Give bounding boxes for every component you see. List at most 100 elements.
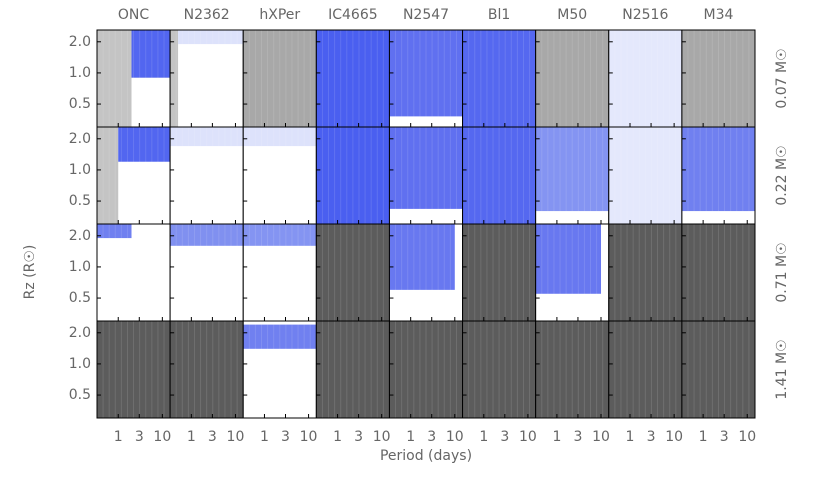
y-tick-label: 1.0 — [69, 356, 91, 372]
panel-background — [170, 30, 244, 127]
panel-fill — [131, 77, 171, 127]
panel-fill — [170, 30, 179, 127]
x-tick-label: 1 — [699, 429, 708, 445]
x-tick-label: 3 — [500, 429, 509, 445]
panel-background — [389, 321, 463, 418]
panel-fill — [170, 224, 244, 246]
y-tick-label: 1.0 — [69, 65, 91, 81]
y-tick-label: 0.5 — [69, 193, 91, 209]
x-tick-label: 3 — [354, 429, 363, 445]
panel-background — [608, 224, 682, 321]
y-tick-label: 0.5 — [69, 387, 91, 403]
x-tick-label: 1 — [626, 429, 635, 445]
panel-background — [462, 30, 536, 127]
y-axis-label: Rz (R☉) — [22, 245, 38, 300]
panel-fill — [131, 30, 171, 78]
panel-fill — [389, 224, 455, 290]
column-label: N2362 — [184, 7, 230, 23]
row-label: 0.71 M☉ — [774, 242, 790, 302]
x-tick-label: 3 — [720, 429, 729, 445]
panel-background — [535, 127, 609, 224]
panel-fill — [170, 127, 244, 147]
x-tick-label: 10 — [519, 429, 537, 445]
y-tick-label: 2.0 — [69, 34, 91, 50]
x-tick-label: 10 — [300, 429, 318, 445]
row-label: 0.07 M☉ — [774, 48, 790, 108]
panel-background — [97, 224, 171, 321]
column-label: Bl1 — [488, 7, 510, 23]
x-tick-label: 10 — [373, 429, 391, 445]
column-label: hXPer — [259, 7, 300, 23]
panel-background — [462, 224, 536, 321]
y-tick-label: 2.0 — [69, 325, 91, 341]
x-tick-label: 10 — [446, 429, 464, 445]
column-label: IC4665 — [328, 7, 378, 23]
y-tick-label: 2.0 — [69, 228, 91, 244]
panel-background — [462, 127, 536, 224]
panel-fill — [118, 127, 171, 162]
panel-background — [243, 30, 317, 127]
panel-background — [608, 321, 682, 418]
row-label: 1.41 M☉ — [774, 339, 790, 399]
x-tick-label: 3 — [281, 429, 290, 445]
x-tick-label: 10 — [227, 429, 245, 445]
x-tick-label: 10 — [592, 429, 610, 445]
x-tick-label: 1 — [552, 429, 561, 445]
panel-fill — [178, 30, 244, 45]
x-tick-label: 1 — [333, 429, 342, 445]
panel-background — [681, 127, 755, 224]
panel-background — [170, 321, 244, 418]
panel-fill — [243, 324, 317, 349]
panel-background — [462, 321, 536, 418]
x-tick-label: 10 — [153, 429, 171, 445]
x-tick-label: 10 — [738, 429, 756, 445]
panel-fill — [681, 211, 755, 224]
x-tick-label: 3 — [573, 429, 582, 445]
y-tick-label: 1.0 — [69, 259, 91, 275]
column-label: M50 — [557, 7, 587, 23]
panel-background — [316, 127, 390, 224]
x-axis-label: Period (days) — [380, 448, 472, 464]
panel-fill — [389, 116, 463, 127]
panel-background — [608, 127, 682, 224]
panel-background — [608, 30, 682, 127]
panel-fill — [535, 224, 602, 294]
column-label: M34 — [703, 7, 733, 23]
x-tick-label: 1 — [187, 429, 196, 445]
x-tick-label: 1 — [114, 429, 123, 445]
panel-background — [316, 30, 390, 127]
panel-background — [316, 321, 390, 418]
panel-background — [535, 30, 609, 127]
panel-fill — [97, 127, 119, 224]
panel-fill — [97, 224, 132, 239]
panel-background — [535, 321, 609, 418]
panel-fill — [243, 127, 317, 147]
panel-background — [681, 30, 755, 127]
column-label: ONC — [118, 7, 149, 23]
y-tick-label: 1.0 — [69, 162, 91, 178]
y-tick-label: 0.5 — [69, 290, 91, 306]
y-tick-label: 2.0 — [69, 131, 91, 147]
panel-fill — [243, 224, 317, 246]
panel-border — [681, 320, 756, 419]
x-tick-label: 1 — [260, 429, 269, 445]
column-label: N2516 — [622, 7, 668, 23]
x-tick-label: 3 — [208, 429, 217, 445]
x-tick-label: 3 — [135, 429, 144, 445]
panel-background — [389, 30, 463, 127]
y-tick-label: 0.5 — [69, 96, 91, 112]
panel-fill — [389, 208, 463, 224]
x-tick-label: 3 — [647, 429, 656, 445]
panel-background — [97, 321, 171, 418]
x-tick-label: 10 — [665, 429, 683, 445]
panel-background — [316, 224, 390, 321]
x-tick-label: 3 — [427, 429, 436, 445]
panel-background — [681, 224, 755, 321]
panel-fill — [535, 211, 609, 224]
panel-background — [681, 321, 755, 418]
row-label: 0.22 M☉ — [774, 145, 790, 205]
x-tick-label: 1 — [479, 429, 488, 445]
column-label: N2547 — [403, 7, 449, 23]
x-tick-label: 1 — [406, 429, 415, 445]
